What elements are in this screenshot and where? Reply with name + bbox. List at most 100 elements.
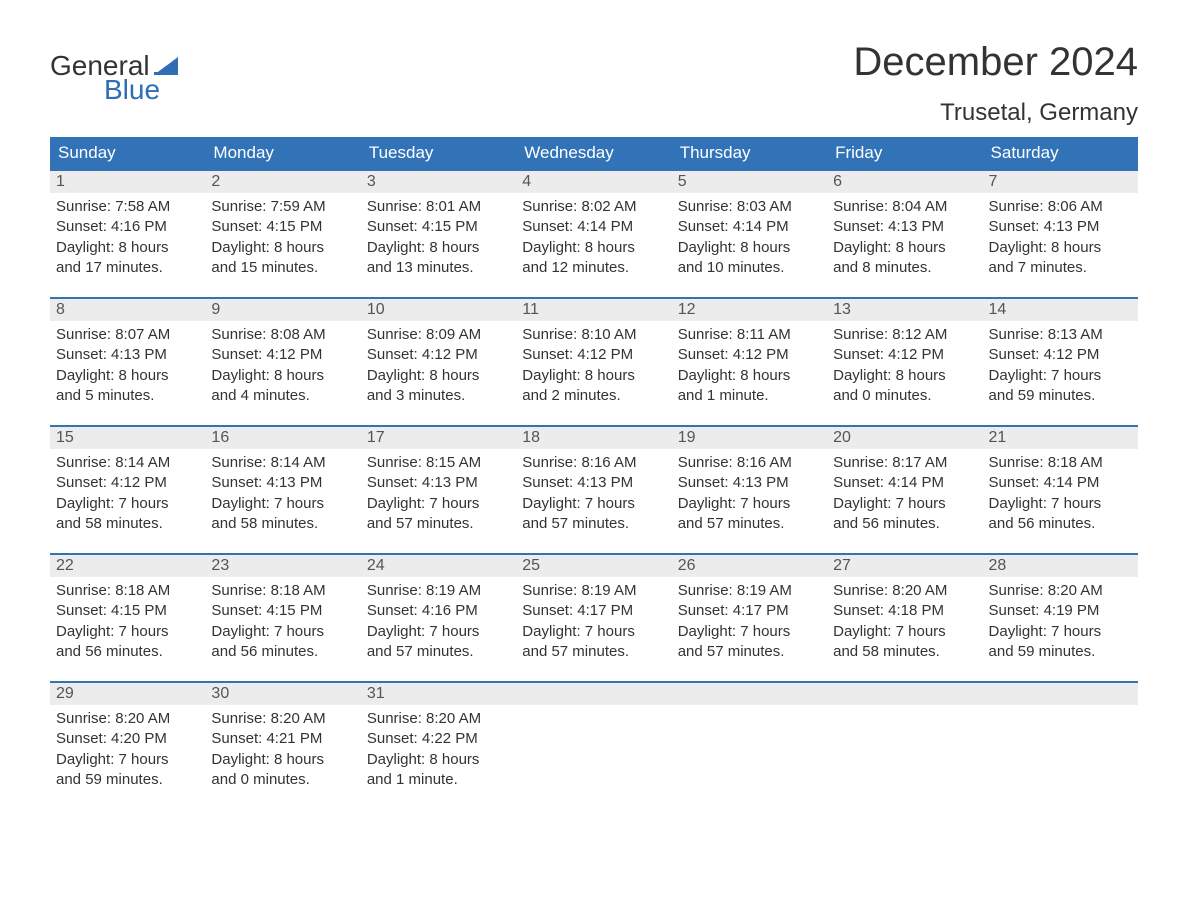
day-cell: 6Sunrise: 8:04 AMSunset: 4:13 PMDaylight…: [827, 170, 982, 298]
day-line-d2: and 58 minutes.: [833, 642, 976, 662]
logo-text-blue: Blue: [104, 74, 160, 106]
day-line-d2: and 15 minutes.: [211, 258, 354, 278]
day-cell: 4Sunrise: 8:02 AMSunset: 4:14 PMDaylight…: [516, 170, 671, 298]
day-cell: 31Sunrise: 8:20 AMSunset: 4:22 PMDayligh…: [361, 682, 516, 810]
day-line-d2: and 3 minutes.: [367, 386, 510, 406]
weekday-header: Monday: [205, 137, 360, 170]
day-number: 26: [672, 555, 827, 577]
day-line-sunrise: Sunrise: 8:18 AM: [211, 581, 354, 601]
day-line-d1: Daylight: 7 hours: [56, 750, 199, 770]
day-line-sunset: Sunset: 4:12 PM: [56, 473, 199, 493]
day-cell: 16Sunrise: 8:14 AMSunset: 4:13 PMDayligh…: [205, 426, 360, 554]
day-number: 24: [361, 555, 516, 577]
day-number: 25: [516, 555, 671, 577]
weekday-header: Saturday: [983, 137, 1138, 170]
day-line-d2: and 0 minutes.: [833, 386, 976, 406]
day-cell: 11Sunrise: 8:10 AMSunset: 4:12 PMDayligh…: [516, 298, 671, 426]
day-number-bar: [672, 683, 827, 705]
day-cell: [672, 682, 827, 810]
day-cell: 23Sunrise: 8:18 AMSunset: 4:15 PMDayligh…: [205, 554, 360, 682]
day-line-sunset: Sunset: 4:12 PM: [522, 345, 665, 365]
day-cell: [827, 682, 982, 810]
day-line-sunset: Sunset: 4:13 PM: [211, 473, 354, 493]
day-cell: 7Sunrise: 8:06 AMSunset: 4:13 PMDaylight…: [983, 170, 1138, 298]
day-line-d1: Daylight: 7 hours: [522, 494, 665, 514]
day-line-sunrise: Sunrise: 8:18 AM: [56, 581, 199, 601]
day-line-sunrise: Sunrise: 8:08 AM: [211, 325, 354, 345]
day-line-sunrise: Sunrise: 8:20 AM: [989, 581, 1132, 601]
day-number: 8: [50, 299, 205, 321]
day-line-sunrise: Sunrise: 8:03 AM: [678, 197, 821, 217]
day-cell: 1Sunrise: 7:58 AMSunset: 4:16 PMDaylight…: [50, 170, 205, 298]
day-details: Sunrise: 8:20 AMSunset: 4:20 PMDaylight:…: [50, 705, 205, 798]
day-line-d2: and 57 minutes.: [367, 642, 510, 662]
day-number: 28: [983, 555, 1138, 577]
weekday-header: Sunday: [50, 137, 205, 170]
day-line-sunset: Sunset: 4:12 PM: [367, 345, 510, 365]
day-line-sunrise: Sunrise: 8:17 AM: [833, 453, 976, 473]
day-line-sunrise: Sunrise: 8:11 AM: [678, 325, 821, 345]
day-line-d2: and 8 minutes.: [833, 258, 976, 278]
day-line-d1: Daylight: 7 hours: [678, 494, 821, 514]
day-line-d2: and 1 minute.: [678, 386, 821, 406]
day-line-sunset: Sunset: 4:13 PM: [367, 473, 510, 493]
day-line-d1: Daylight: 7 hours: [211, 494, 354, 514]
day-line-d1: Daylight: 7 hours: [522, 622, 665, 642]
day-line-d1: Daylight: 7 hours: [989, 622, 1132, 642]
day-details: Sunrise: 8:14 AMSunset: 4:13 PMDaylight:…: [205, 449, 360, 542]
day-details: Sunrise: 8:12 AMSunset: 4:12 PMDaylight:…: [827, 321, 982, 414]
day-line-sunrise: Sunrise: 8:15 AM: [367, 453, 510, 473]
day-number: 17: [361, 427, 516, 449]
day-line-d2: and 56 minutes.: [989, 514, 1132, 534]
day-line-sunrise: Sunrise: 8:20 AM: [833, 581, 976, 601]
day-line-sunset: Sunset: 4:13 PM: [833, 217, 976, 237]
day-cell: 22Sunrise: 8:18 AMSunset: 4:15 PMDayligh…: [50, 554, 205, 682]
day-details: Sunrise: 8:06 AMSunset: 4:13 PMDaylight:…: [983, 193, 1138, 286]
day-line-sunset: Sunset: 4:14 PM: [833, 473, 976, 493]
day-line-d2: and 58 minutes.: [211, 514, 354, 534]
day-number: 18: [516, 427, 671, 449]
day-number: 2: [205, 171, 360, 193]
day-line-sunrise: Sunrise: 8:10 AM: [522, 325, 665, 345]
day-number: 4: [516, 171, 671, 193]
day-line-d2: and 57 minutes.: [367, 514, 510, 534]
week-row: 8Sunrise: 8:07 AMSunset: 4:13 PMDaylight…: [50, 298, 1138, 426]
day-line-d1: Daylight: 7 hours: [367, 494, 510, 514]
day-cell: 18Sunrise: 8:16 AMSunset: 4:13 PMDayligh…: [516, 426, 671, 554]
day-number: 13: [827, 299, 982, 321]
day-line-d2: and 56 minutes.: [56, 642, 199, 662]
day-line-sunrise: Sunrise: 8:16 AM: [678, 453, 821, 473]
day-details: Sunrise: 8:10 AMSunset: 4:12 PMDaylight:…: [516, 321, 671, 414]
day-cell: 8Sunrise: 8:07 AMSunset: 4:13 PMDaylight…: [50, 298, 205, 426]
day-details: Sunrise: 8:16 AMSunset: 4:13 PMDaylight:…: [672, 449, 827, 542]
day-details: Sunrise: 8:04 AMSunset: 4:13 PMDaylight:…: [827, 193, 982, 286]
day-line-sunrise: Sunrise: 7:58 AM: [56, 197, 199, 217]
day-line-sunrise: Sunrise: 8:20 AM: [367, 709, 510, 729]
day-details: Sunrise: 8:18 AMSunset: 4:15 PMDaylight:…: [50, 577, 205, 670]
day-line-d1: Daylight: 7 hours: [56, 622, 199, 642]
day-line-d1: Daylight: 8 hours: [56, 366, 199, 386]
day-line-sunrise: Sunrise: 8:18 AM: [989, 453, 1132, 473]
calendar-table: Sunday Monday Tuesday Wednesday Thursday…: [50, 137, 1138, 810]
day-cell: 2Sunrise: 7:59 AMSunset: 4:15 PMDaylight…: [205, 170, 360, 298]
day-line-sunrise: Sunrise: 8:20 AM: [56, 709, 199, 729]
day-line-d1: Daylight: 7 hours: [678, 622, 821, 642]
day-number: 27: [827, 555, 982, 577]
day-cell: 12Sunrise: 8:11 AMSunset: 4:12 PMDayligh…: [672, 298, 827, 426]
day-details: Sunrise: 8:20 AMSunset: 4:21 PMDaylight:…: [205, 705, 360, 798]
day-line-d2: and 57 minutes.: [678, 514, 821, 534]
day-details: Sunrise: 8:02 AMSunset: 4:14 PMDaylight:…: [516, 193, 671, 286]
day-details: Sunrise: 8:20 AMSunset: 4:19 PMDaylight:…: [983, 577, 1138, 670]
day-number: 12: [672, 299, 827, 321]
day-line-d2: and 56 minutes.: [211, 642, 354, 662]
day-number: 14: [983, 299, 1138, 321]
day-line-d1: Daylight: 8 hours: [211, 750, 354, 770]
day-number: 7: [983, 171, 1138, 193]
day-cell: 26Sunrise: 8:19 AMSunset: 4:17 PMDayligh…: [672, 554, 827, 682]
day-number: 23: [205, 555, 360, 577]
day-details: Sunrise: 8:19 AMSunset: 4:17 PMDaylight:…: [672, 577, 827, 670]
week-row: 1Sunrise: 7:58 AMSunset: 4:16 PMDaylight…: [50, 170, 1138, 298]
day-line-d1: Daylight: 8 hours: [211, 238, 354, 258]
day-number: 19: [672, 427, 827, 449]
week-row: 15Sunrise: 8:14 AMSunset: 4:12 PMDayligh…: [50, 426, 1138, 554]
